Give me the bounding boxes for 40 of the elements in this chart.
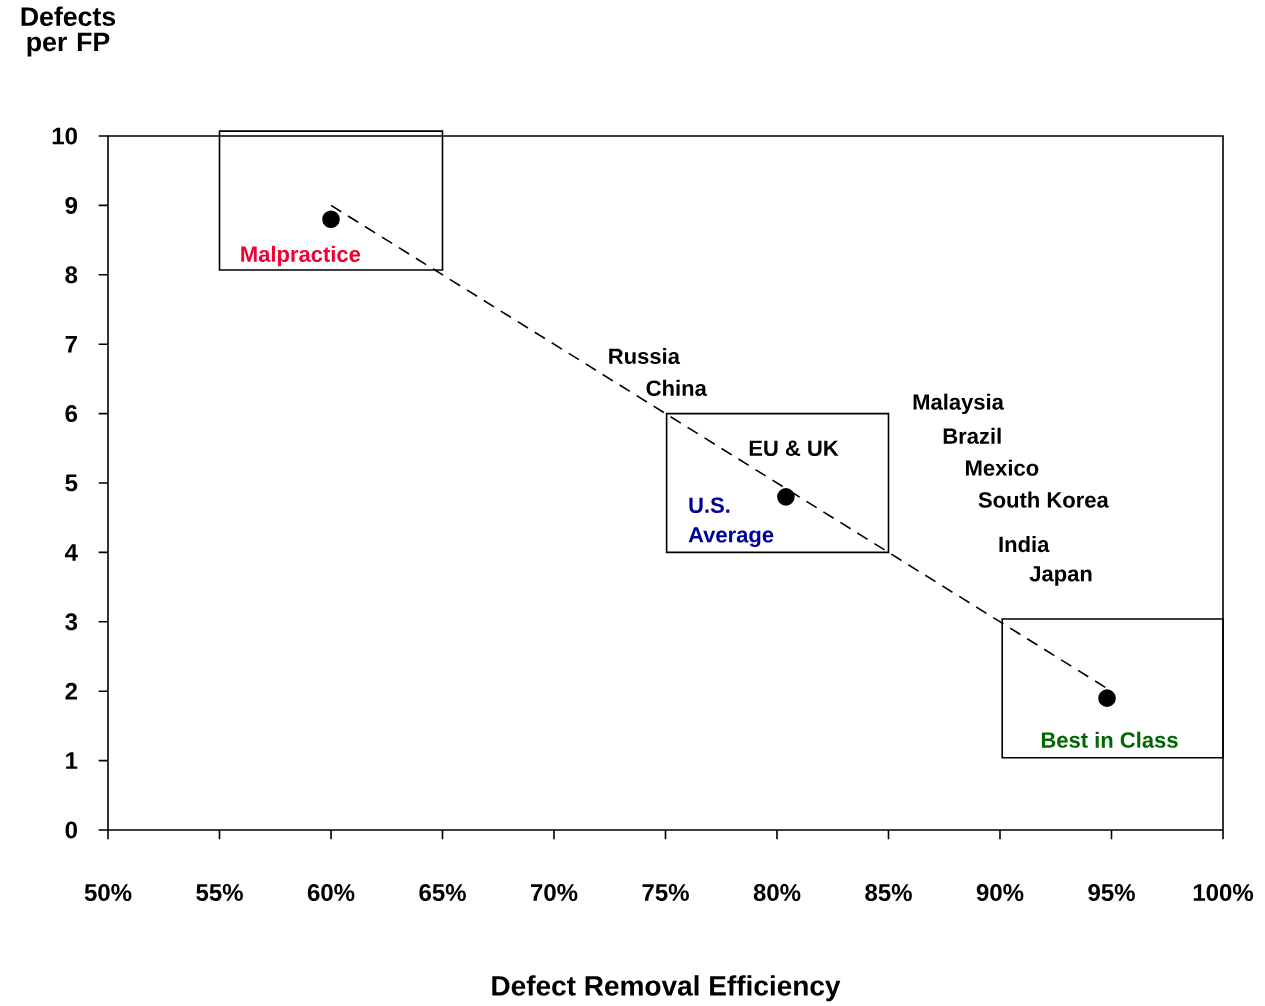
point: [322, 210, 340, 229]
x-tick-label: 85%: [865, 884, 912, 902]
point: [1098, 689, 1116, 707]
y-tick-label: 10: [52, 127, 77, 145]
annotation: Russia: [609, 347, 681, 365]
x-tick-label: 100%: [1193, 884, 1254, 902]
y-tick-label: 5: [65, 474, 78, 492]
x-tick-label: 75%: [642, 884, 689, 901]
x-tick-label: 65%: [419, 884, 466, 902]
x-tick-label: 80%: [753, 884, 801, 902]
annotation: Brazil: [943, 427, 1001, 444]
annotation: India: [999, 535, 1050, 553]
annotation: Best in Class: [1041, 731, 1178, 748]
x-tick-label: 50%: [84, 884, 132, 902]
y-tick-label: 7: [65, 335, 77, 353]
y-tick-label: 6: [65, 405, 78, 423]
y-tick-label: 9: [65, 196, 78, 214]
annotation: Malaysia: [913, 393, 1005, 415]
point: [777, 488, 795, 506]
x-tick-label: 60%: [307, 884, 355, 902]
y-axis-title: Defects per FP: [21, 6, 116, 57]
x-tick-label: 95%: [1088, 884, 1135, 902]
x-tick-label: 55%: [196, 884, 243, 901]
annotation: China: [646, 379, 707, 396]
annotation: Japan: [1029, 566, 1092, 586]
y-tick-label: 0: [65, 821, 77, 839]
y-tick-label: 1: [66, 752, 78, 769]
x-axis-title: Defect Removal Efficiency: [492, 975, 841, 1002]
annotation: U.S.: [689, 497, 730, 513]
y-tick-label: 3: [65, 613, 78, 631]
y-tick-label: 8: [65, 266, 78, 284]
annotation: Mexico: [966, 459, 1039, 476]
annotation: EU & UK: [749, 440, 839, 456]
x-tick-label: 70%: [531, 884, 578, 902]
y-tick-label: 4: [64, 544, 78, 561]
annotation: South Korea: [978, 491, 1109, 508]
annotation: Average: [688, 527, 774, 548]
y-tick-label: 2: [65, 682, 77, 700]
annotation: Malpractice: [241, 245, 361, 267]
x-tick-label: 90%: [976, 884, 1024, 902]
